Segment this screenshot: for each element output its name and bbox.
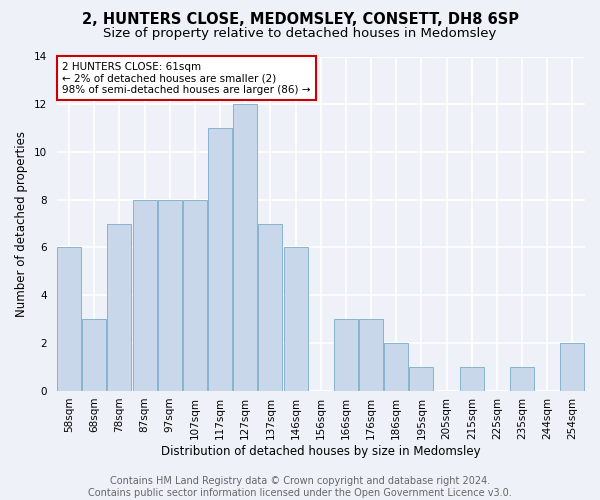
Y-axis label: Number of detached properties: Number of detached properties — [15, 130, 28, 316]
Bar — [560, 343, 584, 390]
Bar — [107, 224, 131, 390]
Text: Size of property relative to detached houses in Medomsley: Size of property relative to detached ho… — [103, 28, 497, 40]
Text: Contains HM Land Registry data © Crown copyright and database right 2024.
Contai: Contains HM Land Registry data © Crown c… — [88, 476, 512, 498]
Bar — [158, 200, 182, 390]
X-axis label: Distribution of detached houses by size in Medomsley: Distribution of detached houses by size … — [161, 444, 481, 458]
Bar — [183, 200, 207, 390]
Text: 2, HUNTERS CLOSE, MEDOMSLEY, CONSETT, DH8 6SP: 2, HUNTERS CLOSE, MEDOMSLEY, CONSETT, DH… — [82, 12, 518, 28]
Bar — [284, 248, 308, 390]
Bar — [259, 224, 283, 390]
Bar — [334, 319, 358, 390]
Text: 2 HUNTERS CLOSE: 61sqm
← 2% of detached houses are smaller (2)
98% of semi-detac: 2 HUNTERS CLOSE: 61sqm ← 2% of detached … — [62, 62, 310, 94]
Bar — [208, 128, 232, 390]
Bar — [510, 366, 534, 390]
Bar — [57, 248, 81, 390]
Bar — [233, 104, 257, 391]
Bar — [82, 319, 106, 390]
Bar — [133, 200, 157, 390]
Bar — [460, 366, 484, 390]
Bar — [409, 366, 433, 390]
Bar — [359, 319, 383, 390]
Bar — [385, 343, 408, 390]
